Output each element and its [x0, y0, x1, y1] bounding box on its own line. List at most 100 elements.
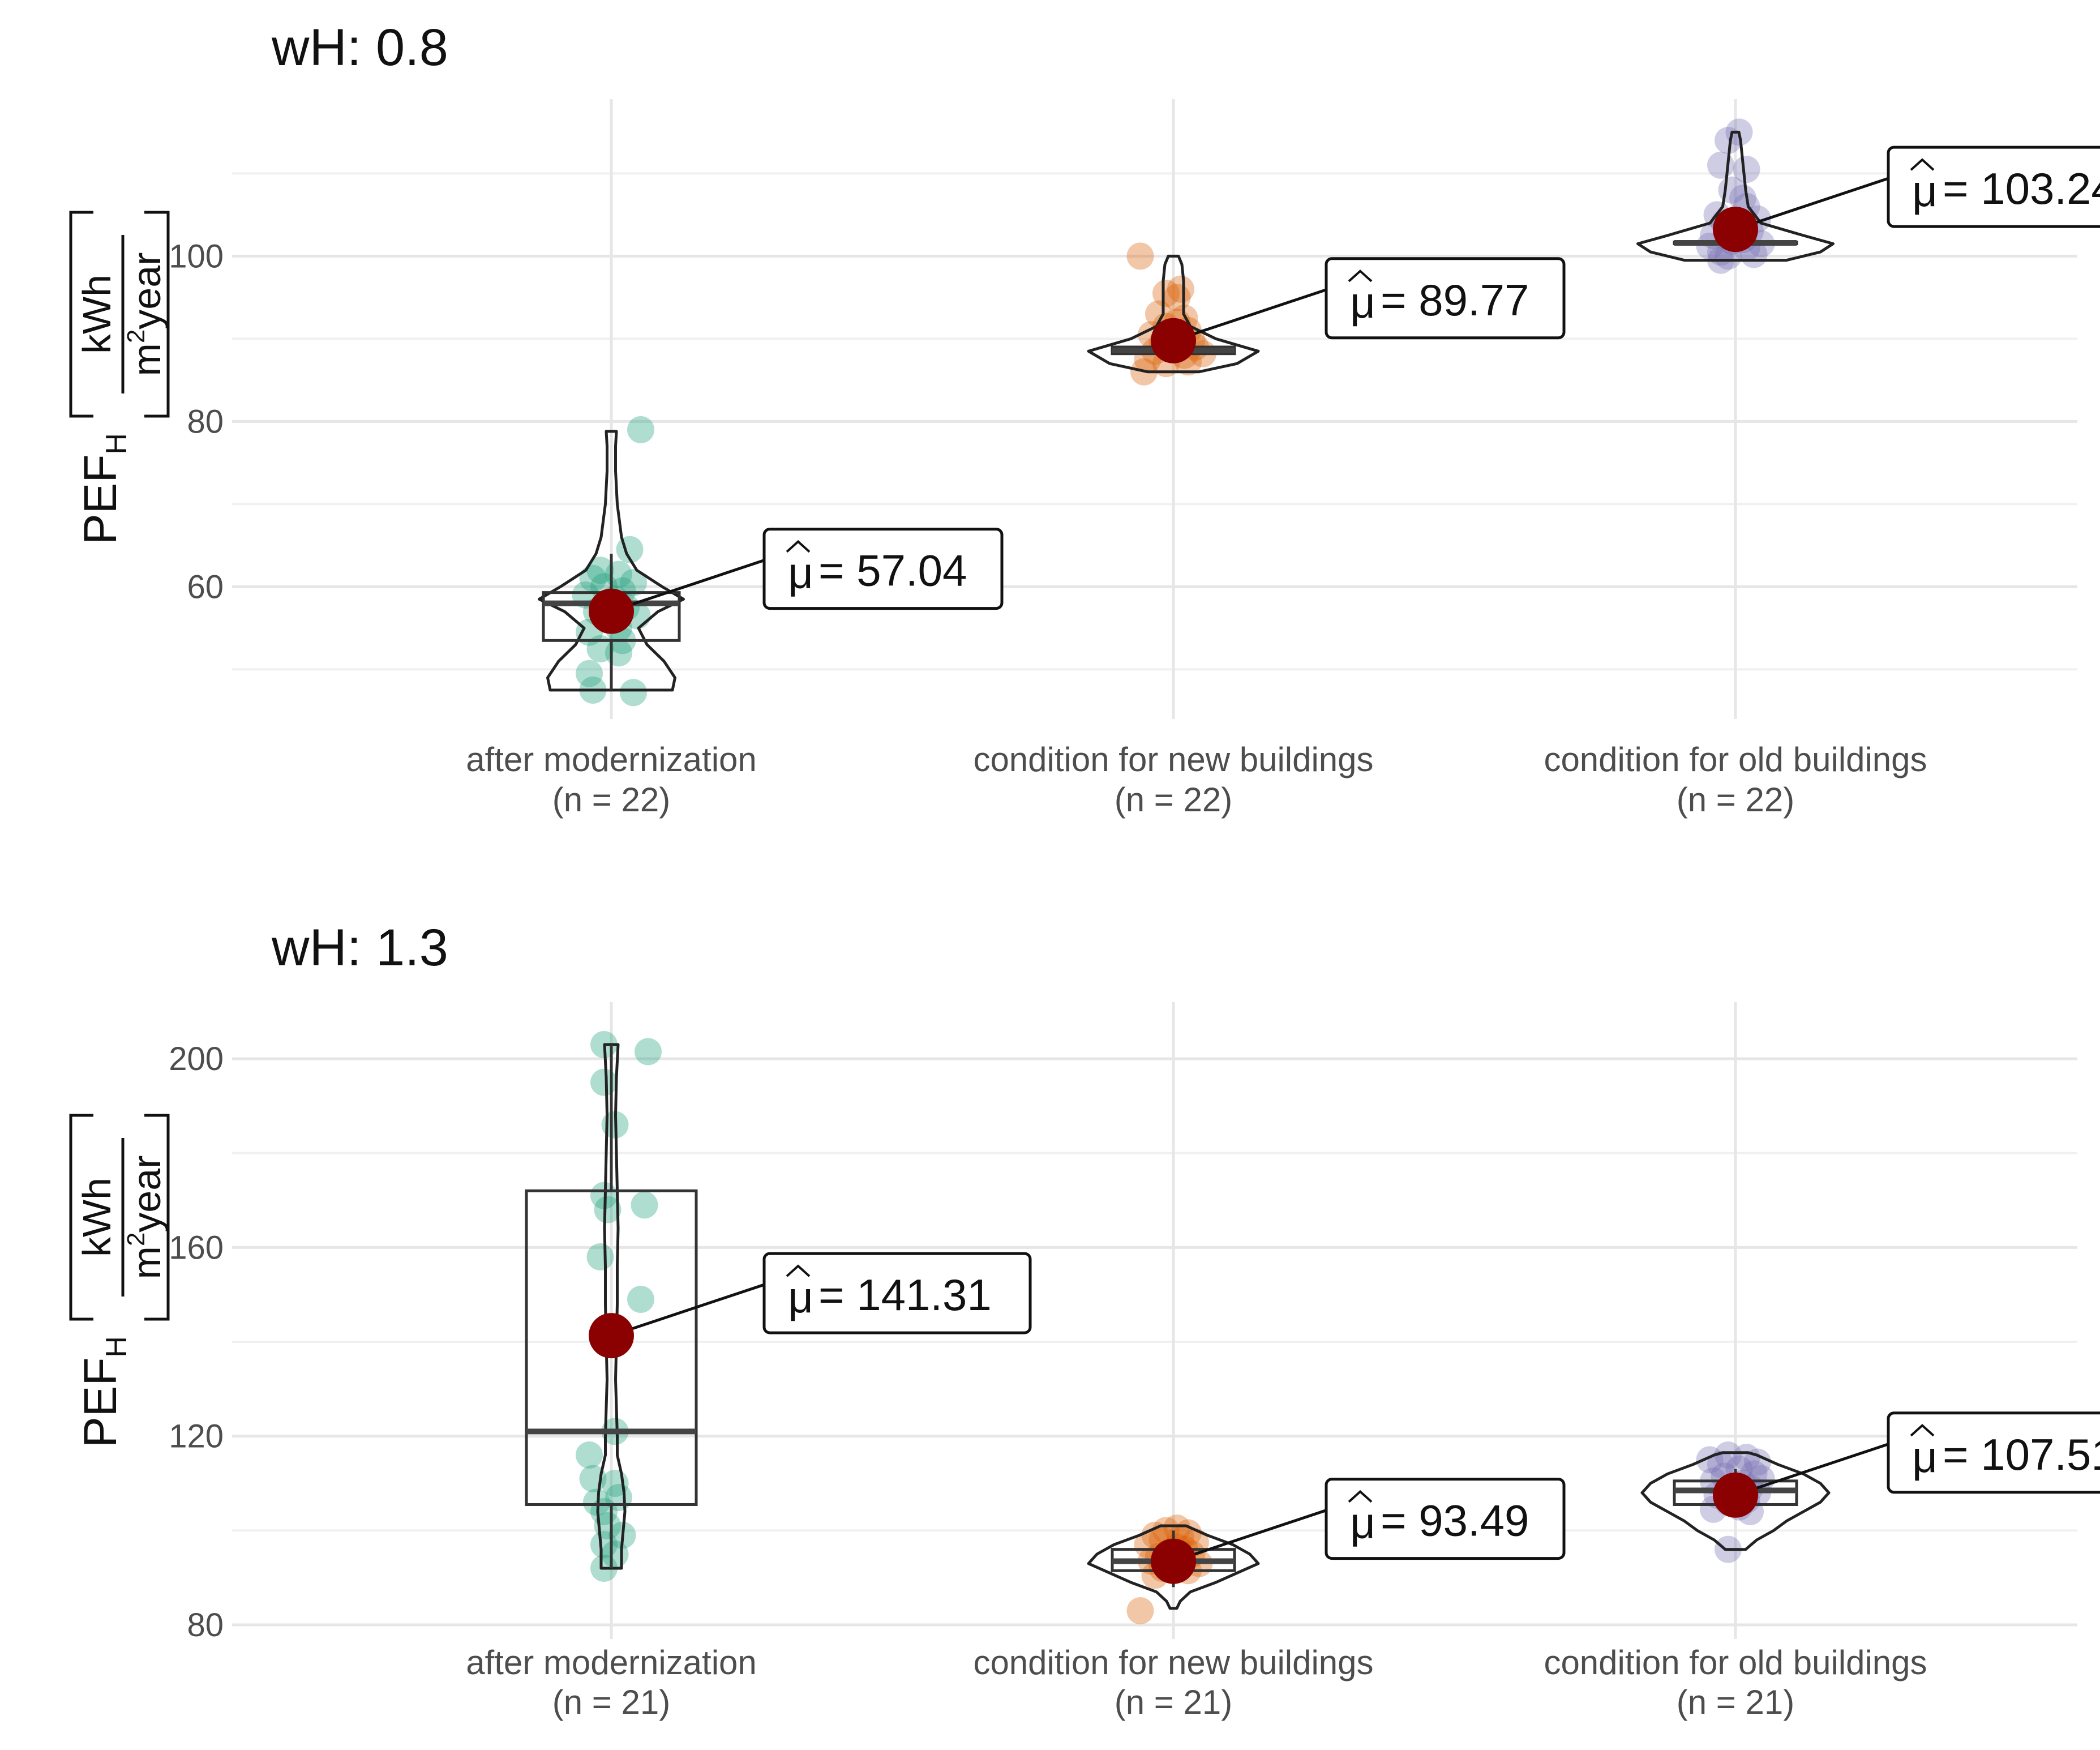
mean-label-box [1325, 257, 1566, 340]
y-label-main-text: PEF [75, 1358, 126, 1448]
violin [1640, 1451, 1831, 1551]
data-point [1733, 1444, 1760, 1471]
mu-hat-symbol: μ [1912, 1432, 1938, 1482]
hat-icon [1348, 269, 1373, 283]
x-tick-label: after modernization [466, 741, 757, 778]
y-tick-label: 160 [169, 1229, 224, 1266]
data-point [583, 1488, 610, 1516]
x-tick-label: condition for old buildings [1544, 741, 1927, 778]
mean-label-box [1887, 146, 2100, 228]
x-tick-n-label: (n = 21) [552, 1683, 670, 1721]
y-tick-label: 120 [169, 1418, 224, 1455]
data-point [620, 569, 647, 597]
mean-point [1713, 1472, 1758, 1518]
data-point [1733, 156, 1760, 183]
data-point [627, 1286, 654, 1313]
mean-point [1151, 318, 1196, 363]
mean-label: μ = 103.24 [1887, 146, 2100, 228]
data-point [1152, 280, 1180, 307]
data-point [586, 635, 614, 662]
mean-label: μ = 89.77 [1325, 257, 1566, 340]
mean-label-leader [1735, 177, 1889, 231]
mean-label-text: = 89.77 [1381, 275, 1529, 325]
mean-point [589, 1313, 634, 1359]
y-label-unit-denominator: m2year [122, 253, 169, 376]
group-condition-for-new-buildings: μ = 89.77 [1087, 242, 1566, 386]
data-point [1167, 275, 1194, 303]
hat-icon [1348, 1490, 1373, 1503]
mean-point [1713, 207, 1758, 253]
y-tick-label: 80 [187, 403, 224, 440]
y-label-unit-den-sup: 2 [122, 330, 150, 343]
grid [232, 1002, 2077, 1639]
data-point [627, 416, 654, 443]
y-label-bracket-right [144, 211, 170, 418]
data-point [620, 679, 647, 707]
group-after-modernization: μ = 57.04 [538, 416, 1004, 707]
data-point [1707, 151, 1734, 179]
violin [596, 1043, 627, 1570]
mean-label-box [1887, 1411, 2100, 1494]
y-label-main: PEFH [75, 433, 133, 545]
violin [1636, 130, 1835, 262]
y-label-unit-den-base: m [125, 1246, 169, 1279]
y-label-unit-den-rest: year [125, 253, 169, 330]
mu-hat-symbol: μ [1350, 277, 1375, 327]
y-label-main: PEFH [75, 1336, 133, 1448]
y-tick-label: 80 [187, 1607, 224, 1644]
x-tick-n-label: (n = 22) [1115, 781, 1232, 819]
data-point [586, 1243, 614, 1270]
mean-label-text: = 141.31 [818, 1270, 992, 1320]
hat-icon [1910, 1424, 1935, 1437]
data-point [1126, 1597, 1154, 1624]
mean-label: μ = 107.51 [1887, 1411, 2100, 1494]
mean-label-text: = 57.04 [818, 546, 967, 596]
x-tick-label: after modernization [466, 1644, 757, 1681]
mean-label-box [762, 528, 1004, 610]
mean-label: μ = 141.31 [762, 1252, 1032, 1334]
data-point [1715, 127, 1742, 154]
y-label-subscript: H [100, 433, 133, 455]
data-point [1126, 242, 1154, 270]
data-point [576, 1441, 603, 1469]
y-label-subscript: H [100, 1336, 133, 1358]
x-tick-n-label: (n = 21) [1115, 1683, 1232, 1721]
data-point [576, 660, 603, 687]
mean-label: μ = 57.04 [762, 528, 1004, 610]
x-tick-label: condition for new buildings [973, 1644, 1373, 1681]
chart-title: wH: 0.8 [271, 19, 448, 76]
hat-icon [786, 540, 811, 553]
data-point [631, 1191, 658, 1219]
data-point [1707, 1451, 1734, 1478]
data-point [1729, 185, 1756, 212]
mean-label-text: = 107.51 [1943, 1430, 2100, 1479]
y-label-unit-den-rest: year [125, 1156, 169, 1233]
group-condition-for-old-buildings: μ = 103.24 [1636, 118, 2100, 274]
y-label-main-text: PEF [75, 455, 126, 545]
data-point [605, 639, 632, 667]
violin [1087, 254, 1260, 374]
y-label-bracket-left [69, 1114, 93, 1321]
y-tick-label: 200 [169, 1041, 224, 1077]
mean-point [589, 588, 634, 634]
mean-label-box [1325, 1478, 1566, 1560]
y-tick-label: 100 [169, 238, 224, 275]
mu-hat-symbol: μ [788, 548, 813, 598]
x-tick-n-label: (n = 21) [1677, 1683, 1794, 1721]
group-condition-for-new-buildings: μ = 93.49 [1087, 1478, 1566, 1624]
y-label-bracket-left [69, 211, 93, 418]
data-point [586, 557, 614, 584]
mean-label-leader [611, 559, 765, 613]
data-point [1715, 1441, 1742, 1469]
mean-label-box [762, 1252, 1032, 1334]
chart-title: wH: 1.3 [271, 919, 448, 977]
mean-label-leader [1735, 1443, 1889, 1497]
data-point [1163, 1514, 1191, 1542]
mean-point [1151, 1538, 1196, 1584]
group-condition-for-old-buildings: μ = 107.51 [1640, 1411, 2100, 1563]
hat-icon [1910, 158, 1935, 171]
